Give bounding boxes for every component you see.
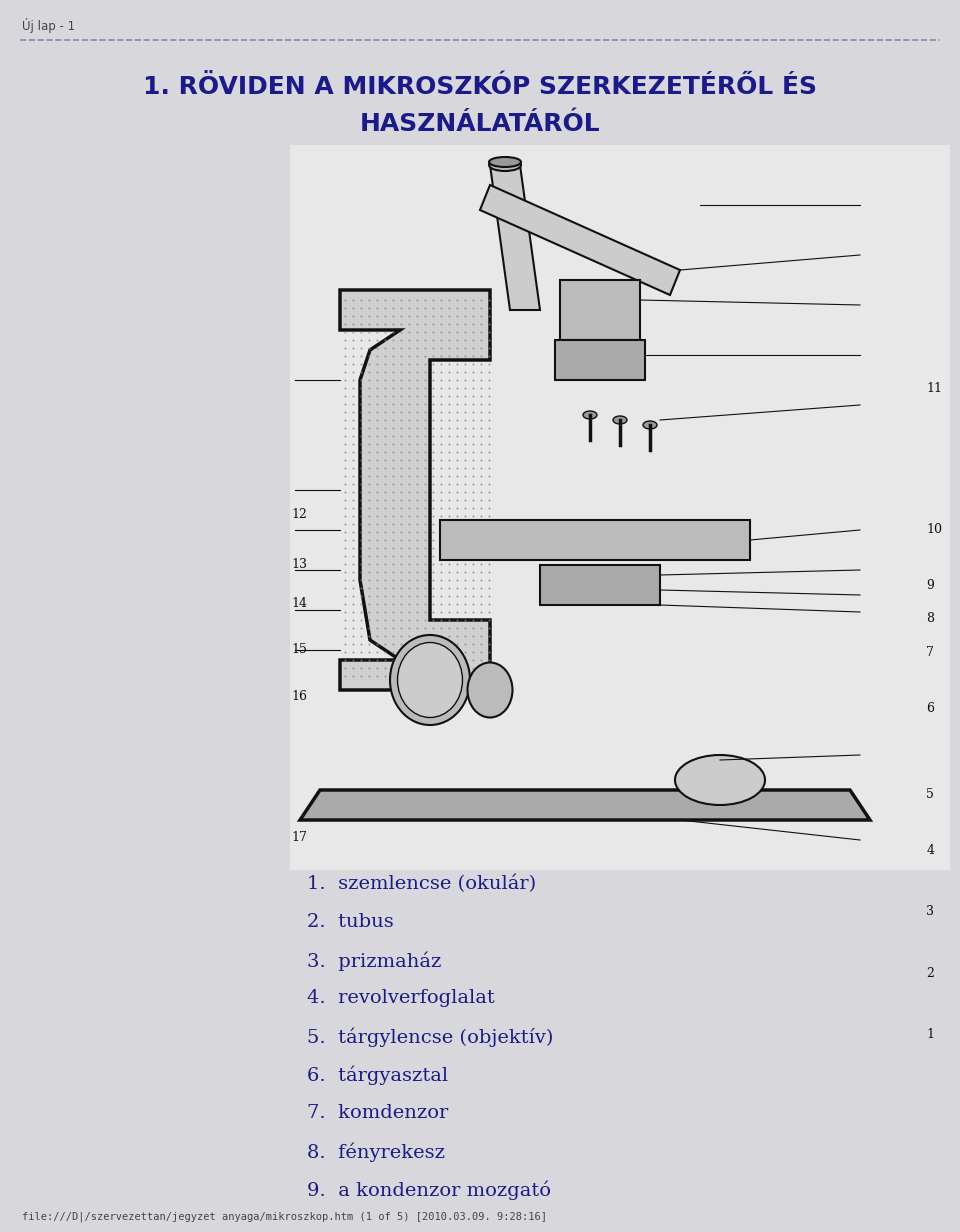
Ellipse shape	[489, 156, 521, 168]
Text: 8: 8	[926, 612, 934, 625]
Text: 3.  prizmaház: 3. prizmaház	[307, 951, 442, 971]
Text: 12: 12	[291, 509, 307, 521]
Text: 3: 3	[926, 906, 934, 918]
Text: 4: 4	[926, 844, 934, 856]
Polygon shape	[480, 185, 680, 294]
Text: 14: 14	[291, 598, 307, 610]
Ellipse shape	[675, 755, 765, 804]
Text: 7.  komdenzor: 7. komdenzor	[307, 1104, 448, 1122]
Ellipse shape	[390, 634, 470, 724]
Text: HASZNÁLATÁRÓL: HASZNÁLATÁRÓL	[360, 112, 600, 136]
Ellipse shape	[643, 421, 657, 429]
Text: 9.  a kondenzor mozgató: 9. a kondenzor mozgató	[307, 1180, 551, 1200]
Polygon shape	[440, 520, 750, 561]
Text: file:///D|/szervezettan/jegyzet anyaga/mikroszkop.htm (1 of 5) [2010.03.09. 9:28: file:///D|/szervezettan/jegyzet anyaga/m…	[22, 1211, 547, 1222]
Text: 1. RÖVIDEN A MIKROSZKÓP SZERKEZETÉRŐL ÉS: 1. RÖVIDEN A MIKROSZKÓP SZERKEZETÉRŐL ÉS	[143, 75, 817, 99]
Text: 10: 10	[926, 524, 943, 536]
Text: 4.  revolverfoglalat: 4. revolverfoglalat	[307, 989, 495, 1008]
Text: 8.  fényrekesz: 8. fényrekesz	[307, 1142, 445, 1162]
Bar	[540, 565, 660, 605]
Ellipse shape	[397, 643, 463, 717]
Text: 7: 7	[926, 647, 934, 659]
Polygon shape	[340, 290, 490, 690]
Text: Új lap - 1: Új lap - 1	[22, 18, 75, 33]
Ellipse shape	[468, 663, 513, 717]
Text: 2.  tubus: 2. tubus	[307, 913, 394, 931]
Bar	[555, 340, 645, 379]
Ellipse shape	[489, 159, 521, 171]
Text: 1: 1	[926, 1029, 934, 1041]
Text: 1.  szemlencse (okulár): 1. szemlencse (okulár)	[307, 875, 537, 893]
Text: 13: 13	[291, 558, 307, 570]
Text: 17: 17	[291, 832, 307, 844]
Text: 2: 2	[926, 967, 934, 979]
Bar	[560, 280, 640, 340]
Text: 16: 16	[291, 690, 307, 702]
Text: 5.  tárgylencse (objektív): 5. tárgylencse (objektív)	[307, 1027, 554, 1047]
Text: 11: 11	[926, 382, 943, 394]
Polygon shape	[490, 165, 540, 310]
Ellipse shape	[583, 411, 597, 419]
Bar	[290, 145, 950, 870]
Text: 9: 9	[926, 579, 934, 591]
Ellipse shape	[613, 416, 627, 424]
Text: 5: 5	[926, 788, 934, 801]
Text: 6: 6	[926, 702, 934, 715]
Text: 6.  tárgyasztal: 6. tárgyasztal	[307, 1066, 448, 1085]
Polygon shape	[300, 790, 870, 821]
Text: 15: 15	[291, 643, 307, 655]
